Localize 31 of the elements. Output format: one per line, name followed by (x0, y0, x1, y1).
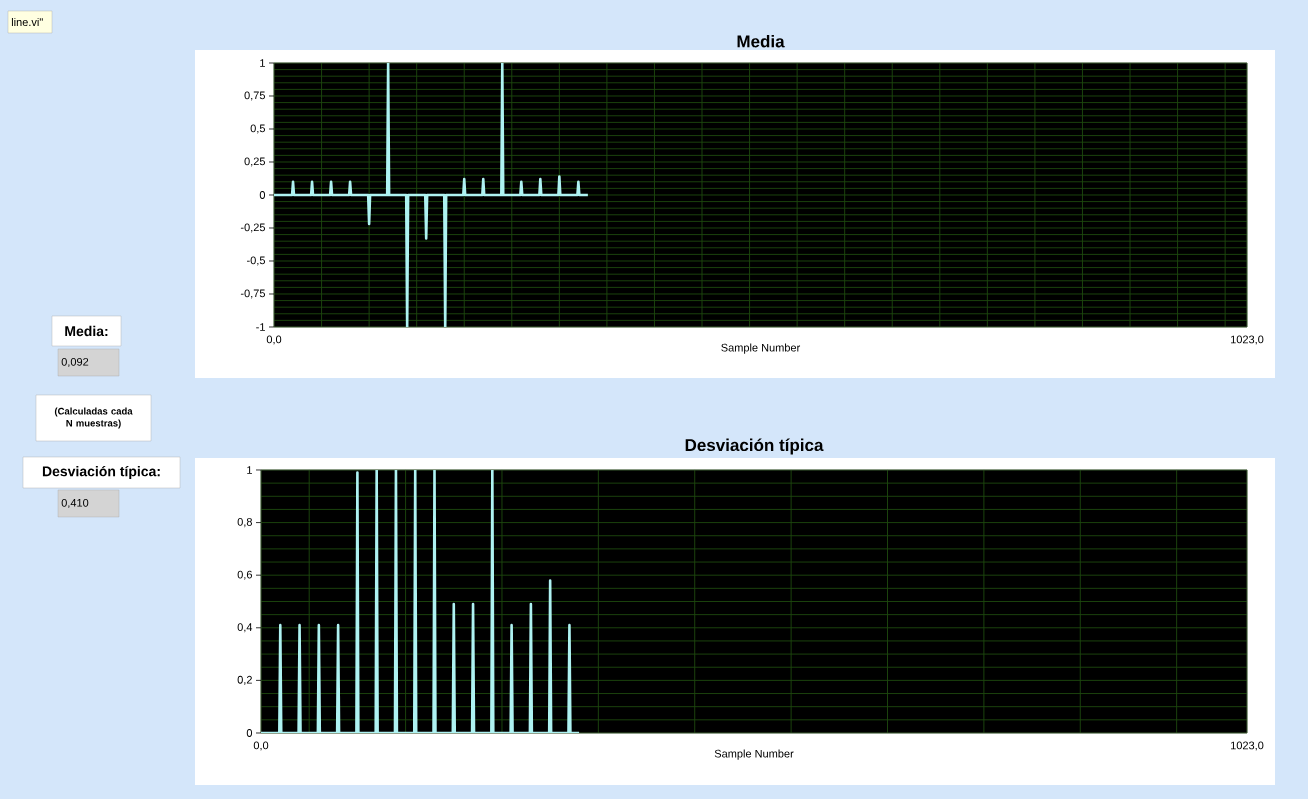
text: Media: (65, 325, 108, 337)
y-tick-label: 0 (259, 191, 266, 199)
x-tick-label: 0,0 (266, 335, 282, 345)
y-tick-label: 0,6 (237, 570, 252, 580)
y-tick-label: 0 (246, 729, 253, 737)
y-tick-label: 0,75 (244, 91, 265, 101)
chart-title: Desviación típica (685, 438, 824, 455)
x-tick-label: 0,0 (253, 741, 269, 751)
y-tick-label: 1 (260, 59, 265, 67)
line-series (274, 62, 590, 327)
x-axis-title: Sample Number (721, 343, 801, 354)
chart-title: Media (737, 34, 785, 48)
text: 0,092 (61, 357, 89, 368)
text: 0,410 (61, 498, 89, 509)
text: (Calculadas cada N muestras) (54, 407, 133, 429)
y-tick-label: 0,4 (237, 623, 253, 633)
x-tick-label: 1023,0 (1231, 741, 1264, 751)
x-tick-label: 1023,0 (1231, 335, 1264, 345)
y-tick-label: -0,75 (240, 289, 265, 299)
y-tick-label: 1 (247, 466, 252, 474)
x-axis-title: Sample Number (714, 749, 794, 760)
y-tick-label: 0,5 (250, 124, 266, 134)
y-tick-label: -0,5 (247, 256, 266, 266)
y-tick-label: 0,25 (244, 157, 265, 167)
y-tick-label: -0,25 (240, 223, 265, 233)
y-tick-label: 0,2 (237, 675, 252, 685)
y-tick-label: -1 (256, 323, 265, 331)
line-series (261, 469, 581, 733)
text: Desviación típica: (42, 465, 160, 480)
y-tick-label: 0,8 (237, 518, 252, 528)
text: line.vi" (11, 17, 43, 27)
